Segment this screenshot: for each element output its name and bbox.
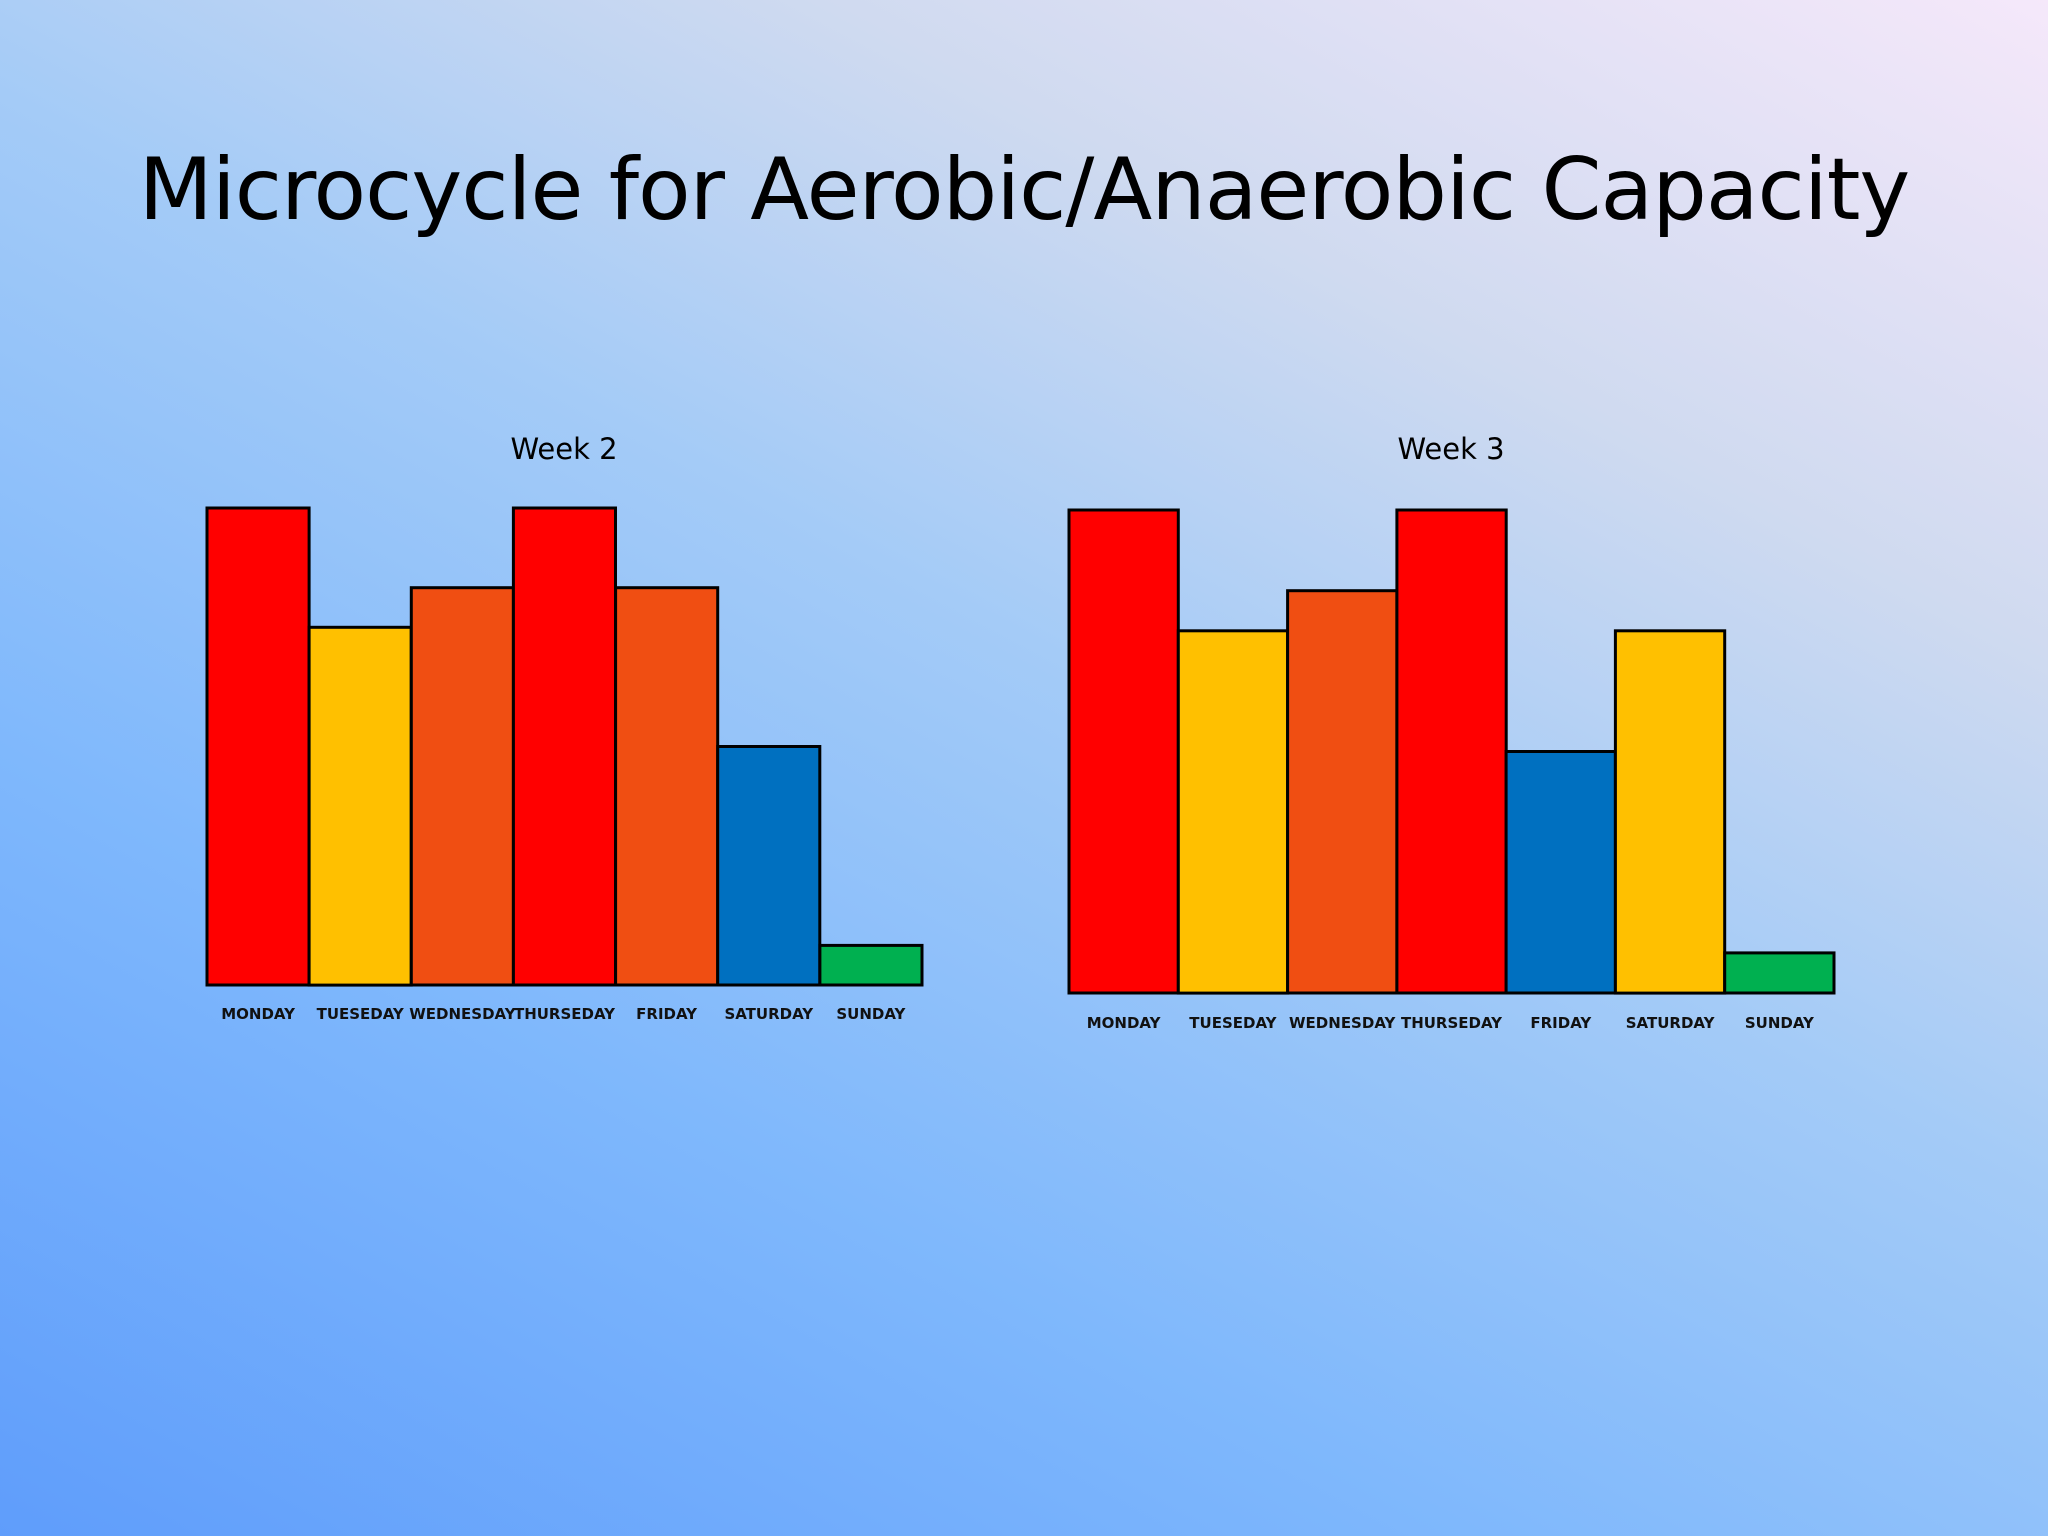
tick-label-week-3-sunday: SUNDAY [1745,1014,1815,1032]
bar-week-2-wednesday [409,586,515,987]
tick-label-week-3-saturday: SATURDAY [1626,1014,1716,1032]
bar-week-3-saturday [1613,629,1727,995]
chart-title-week-2: Week 2 [510,432,618,466]
bar-week-3-tueseday [1176,629,1290,995]
bar-week-2-thurseday [511,506,618,987]
tick-label-week-3-friday: FRIDAY [1530,1014,1592,1032]
bar-week-3-monday [1067,508,1180,995]
bar-week-3-thurseday [1395,508,1508,995]
tick-label-week-2-thurseday: THURSEDAY [514,1005,616,1023]
tick-label-week-2-wednesday: WEDNESDAY [409,1005,516,1023]
bar-week-2-monday [205,506,311,987]
bar-week-2-saturday [716,745,822,987]
bar-week-3-sunday [1723,951,1836,995]
chart-title-week-3: Week 3 [1397,432,1505,466]
tick-label-week-2-friday: FRIDAY [636,1005,698,1023]
tick-label-week-2-saturday: SATURDAY [724,1005,814,1023]
tick-label-week-3-monday: MONDAY [1087,1014,1162,1032]
bar-week-3-wednesday [1286,589,1399,995]
tick-label-week-2-monday: MONDAY [221,1005,296,1023]
bar-week-2-tueseday [307,625,413,987]
tick-label-week-3-thurseday: THURSEDAY [1401,1014,1503,1032]
slide-title: Microcycle for Aerobic/Anaerobic Capacit… [138,140,1911,240]
tick-label-week-3-tueseday: TUESEDAY [1189,1014,1277,1032]
tick-label-week-2-sunday: SUNDAY [836,1005,906,1023]
tick-label-week-3-wednesday: WEDNESDAY [1289,1014,1396,1032]
bar-week-3-friday [1504,750,1617,995]
tick-label-week-2-tueseday: TUESEDAY [317,1005,405,1023]
bar-week-2-sunday [818,943,924,987]
bar-week-2-friday [614,586,720,987]
